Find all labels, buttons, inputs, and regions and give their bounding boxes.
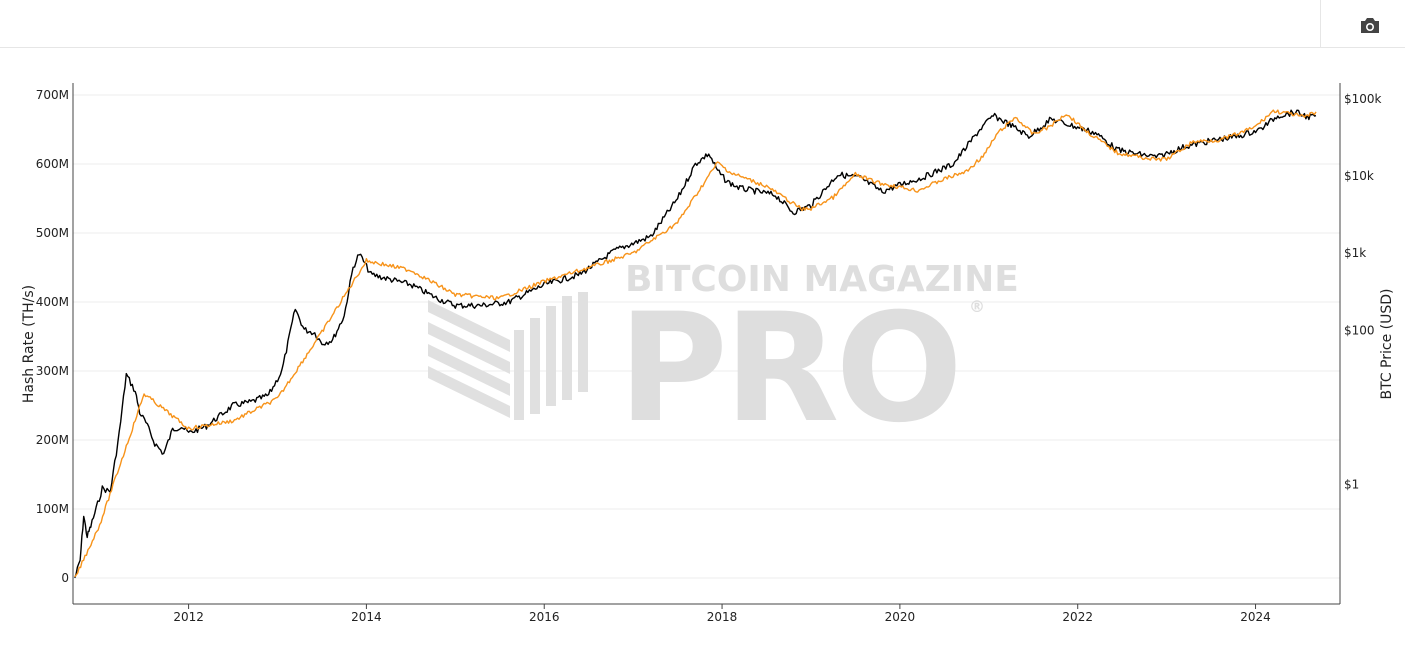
left-tick-label: 100M	[36, 502, 69, 516]
left-tick-label: 600M	[36, 157, 69, 171]
watermark-line2: PRO	[618, 282, 959, 456]
left-axis-ticks: 0 100M 200M 300M 400M 500M 600M 700M	[36, 88, 69, 585]
x-tick-label: 2020	[885, 610, 916, 624]
left-axis-title: Hash Rate (TH/s)	[21, 285, 37, 403]
x-axis-ticks: 2012 2014 2016 2018 2020 2022 2024	[173, 604, 1271, 624]
right-tick-label: $100k	[1344, 92, 1382, 106]
x-tick-label: 2018	[707, 610, 738, 624]
camera-icon	[1361, 18, 1379, 33]
grid-lines	[73, 94, 1340, 579]
hash-rate-line	[74, 109, 1317, 579]
watermark: BITCOIN MAGAZINE PRO ®	[428, 259, 1019, 456]
x-tick-label: 2014	[351, 610, 382, 624]
btc-price-line	[74, 109, 1317, 578]
right-axis-ticks: $1 $100 $1k $10k $100k	[1344, 92, 1382, 492]
series-lines	[74, 109, 1317, 579]
right-tick-label: $10k	[1344, 169, 1374, 183]
right-tick-label: $1	[1344, 478, 1359, 492]
left-tick-label: 500M	[36, 226, 69, 240]
top-toolbar	[0, 0, 1405, 48]
left-tick-label: 400M	[36, 295, 69, 309]
right-axis-title: BTC Price (USD)	[1379, 288, 1395, 399]
right-tick-label: $1k	[1344, 246, 1366, 260]
x-tick-label: 2016	[529, 610, 560, 624]
right-tick-label: $100	[1344, 323, 1375, 337]
left-tick-label: 700M	[36, 88, 69, 102]
watermark-line1: BITCOIN MAGAZINE	[625, 259, 1019, 300]
watermark-registered: ®	[969, 297, 985, 316]
axes	[72, 83, 1341, 605]
x-tick-label: 2022	[1062, 610, 1093, 624]
left-tick-label: 200M	[36, 433, 69, 447]
camera-button[interactable]	[1356, 12, 1384, 38]
x-tick-label: 2024	[1240, 610, 1271, 624]
x-tick-label: 2012	[173, 610, 204, 624]
left-tick-label: 0	[61, 571, 69, 585]
watermark-logo-icon	[428, 292, 588, 420]
left-tick-label: 300M	[36, 364, 69, 378]
toolbar-divider	[1320, 0, 1321, 47]
